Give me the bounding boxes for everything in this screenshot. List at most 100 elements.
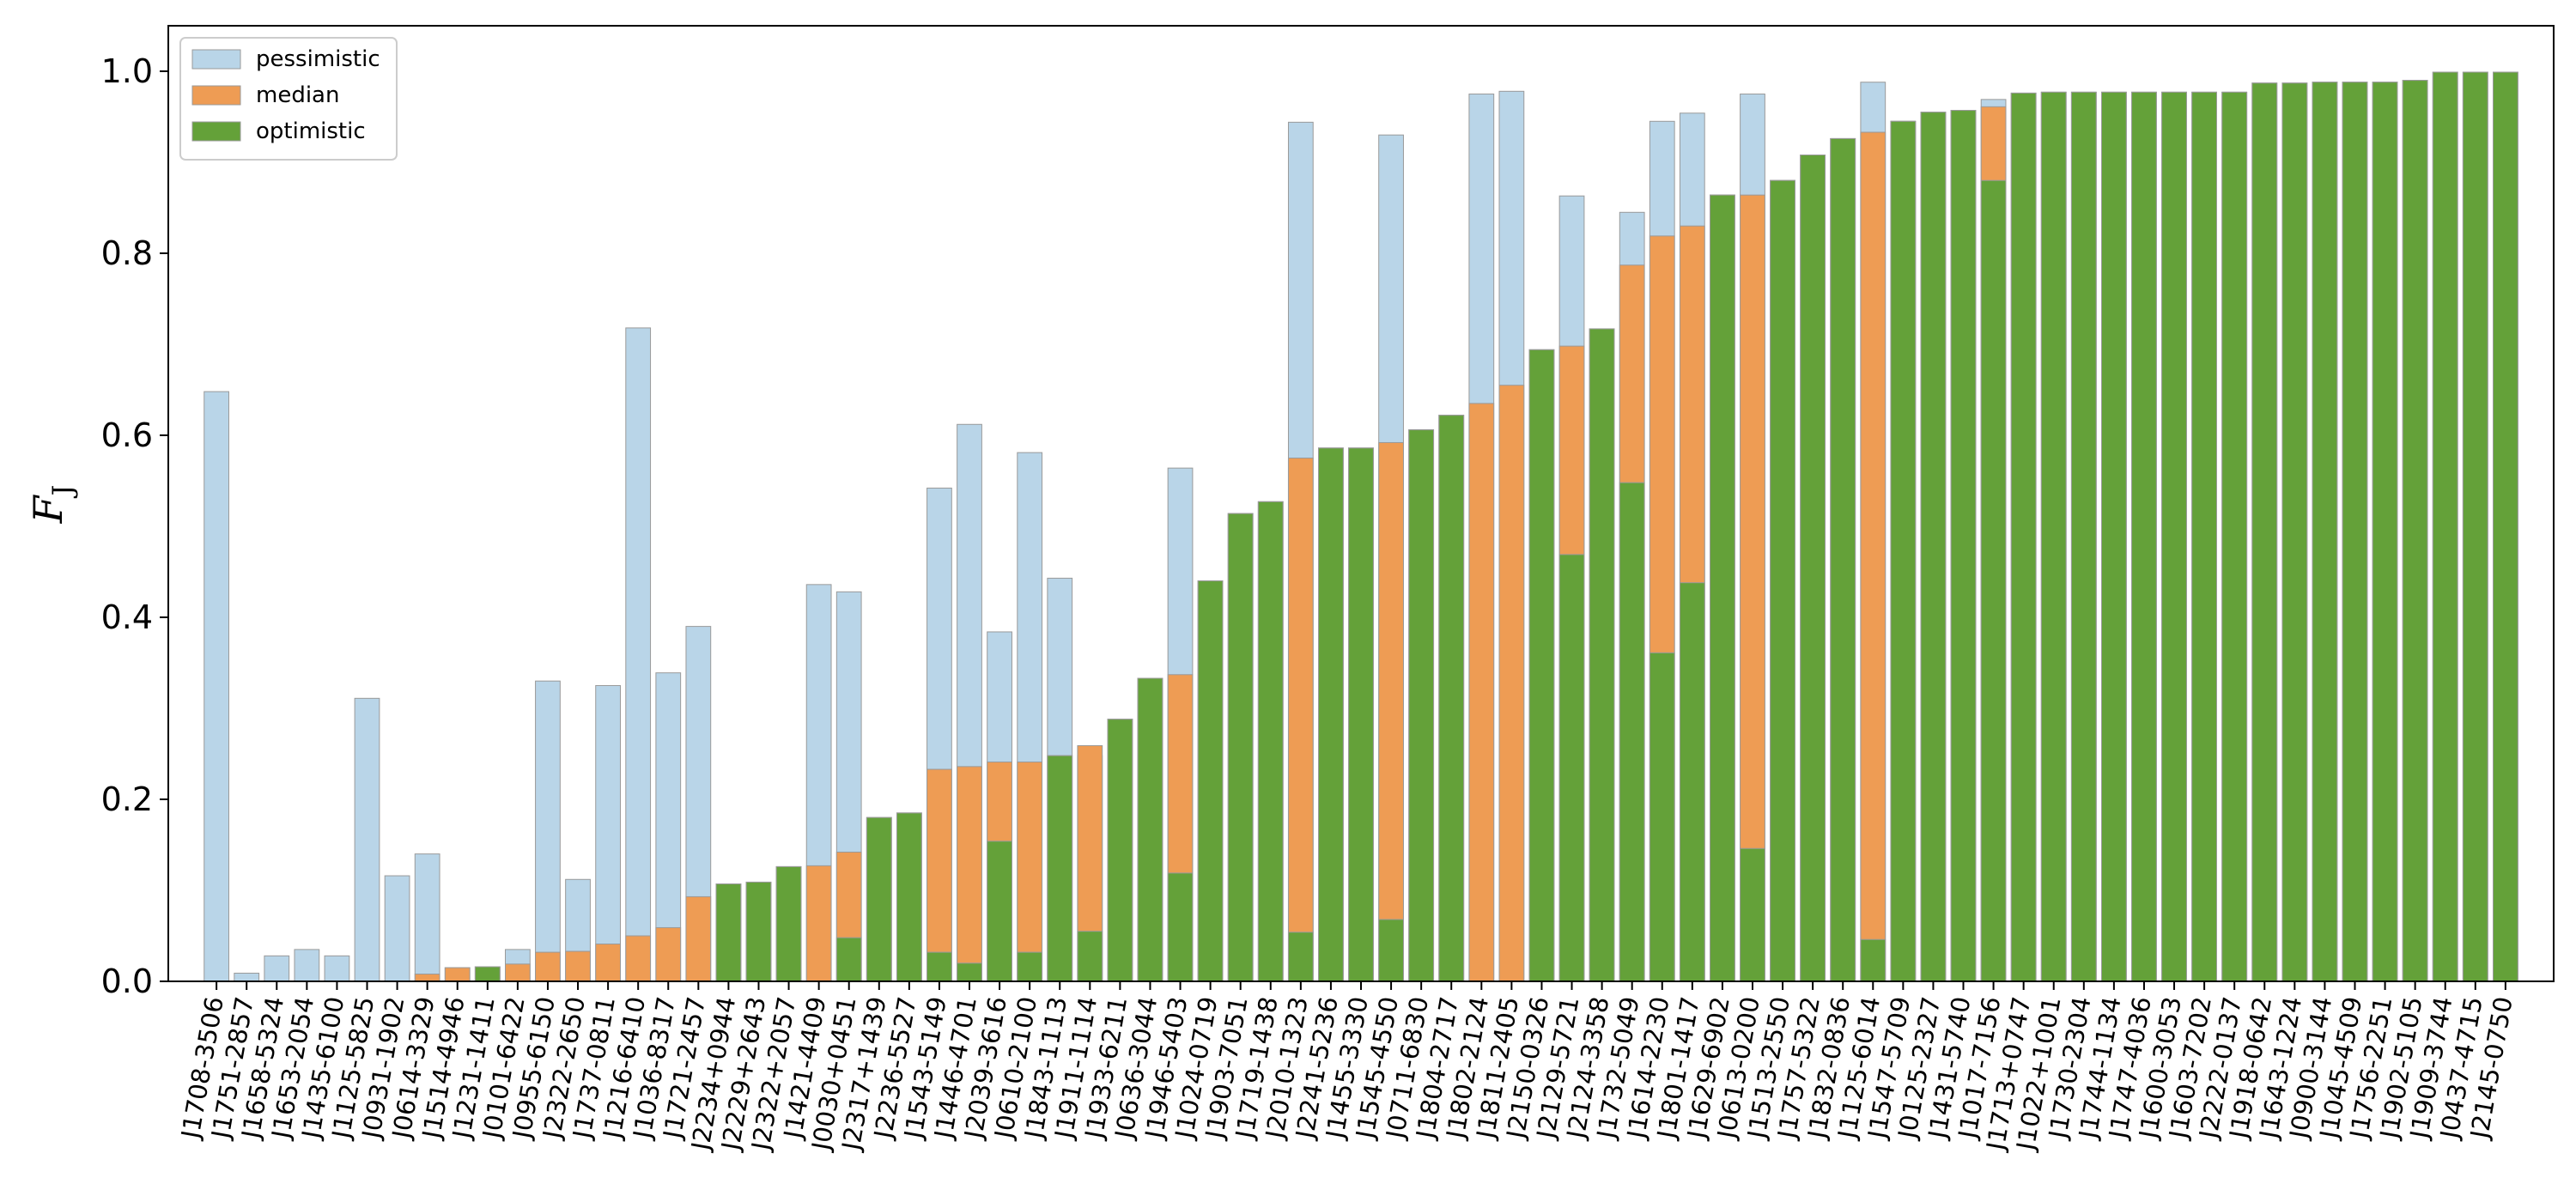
bar-pessimistic-J0955-6150 (535, 680, 561, 982)
bar-optimistic-J2039-3616 (987, 841, 1012, 982)
bar-median-J1721-2457 (685, 895, 712, 982)
bar-optimistic-J1719-1438 (1257, 501, 1284, 982)
bar-optimistic-J1446-4701 (957, 962, 982, 982)
legend-swatch-median (191, 85, 241, 106)
bar-optimistic-J1455-3330 (1348, 447, 1374, 982)
y-axis: 0.0 0.2 0.4 0.6 0.8 1.0 (101, 52, 168, 1000)
bar-pessimistic-J1125-5825 (354, 697, 380, 982)
bar-optimistic-J1629-6902 (1710, 194, 1735, 982)
bar-optimistic-J1757-5322 (1800, 155, 1826, 982)
bar-pessimistic-J1708-3506 (204, 391, 230, 982)
bar-optimistic-J2322+2057 (775, 865, 802, 982)
bar-optimistic-J1747-4036 (2131, 91, 2157, 982)
bar-pessimistic-J1435-6100 (324, 955, 350, 982)
legend-label-median: median (256, 82, 339, 108)
bars-layer (204, 71, 2518, 982)
bar-optimistic-J1756-2251 (2372, 82, 2398, 982)
bar-median-J1216-6410 (625, 935, 652, 982)
bar-median-J1737-0811 (595, 944, 621, 982)
bar-optimistic-J1801-1417 (1679, 582, 1705, 982)
bar-optimistic-J1547-5709 (1890, 120, 1917, 982)
bar-optimistic-J0125-2327 (1920, 112, 1947, 982)
bar-median-J1036-8317 (655, 926, 682, 982)
bar-optimistic-J1543-5149 (927, 951, 952, 982)
bar-pessimistic-J1216-6410 (625, 327, 652, 982)
bar-optimistic-J1730-2304 (2070, 91, 2097, 982)
bar-optimistic-J0636-3044 (1137, 677, 1163, 982)
legend-swatch-optimistic (191, 121, 241, 142)
bar-median-J1543-5149 (927, 768, 952, 982)
bar-optimistic-J0613-0200 (1740, 847, 1765, 982)
bar-median-J2010-1323 (1287, 458, 1314, 982)
bar-optimistic-J1933-6211 (1107, 719, 1133, 982)
legend-swatch-pessimistic (191, 49, 241, 70)
bar-optimistic-J1911-1114 (1077, 931, 1103, 982)
bar-optimistic-J1614-2230 (1649, 652, 1675, 982)
y-tick-label: 0.6 (101, 416, 153, 454)
y-tick-label: 1.0 (101, 52, 153, 90)
bar-optimistic-J2129-5721 (1558, 554, 1585, 982)
bar-optimistic-J1744-1134 (2101, 91, 2127, 982)
bar-median-J1125-6014 (1860, 131, 1886, 982)
bar-optimistic-J2236-5527 (896, 812, 922, 982)
bar-optimistic-J1017-7156 (1980, 179, 2007, 982)
bar-median-J1545-4550 (1378, 441, 1404, 982)
bar-median-J0614-3329 (414, 974, 440, 982)
bar-optimistic-J2010-1323 (1287, 932, 1314, 982)
bar-pessimistic-J1653-2054 (294, 949, 320, 982)
bar-optimistic-J1603-7202 (2191, 91, 2217, 982)
y-axis-label: FJ (25, 485, 79, 525)
bar-optimistic-J2317+1439 (866, 817, 892, 982)
bar-optimistic-J0437-4715 (2462, 71, 2488, 982)
bar-optimistic-J1022+1001 (2040, 91, 2067, 982)
legend-label-pessimistic: pessimistic (256, 46, 380, 72)
bar-median-J2322-2650 (565, 950, 591, 982)
bar-optimistic-J2241-5236 (1318, 447, 1344, 982)
bar-optimistic-J1024-0719 (1197, 580, 1224, 982)
bar-optimistic-J1843-1113 (1047, 755, 1073, 982)
bar-median-J0610-2100 (1017, 762, 1043, 982)
bar-pessimistic-J0614-3329 (414, 853, 440, 982)
bar-optimistic-J1045-4509 (2342, 82, 2368, 982)
bar-optimistic-J1231-1411 (474, 966, 501, 982)
y-axis-label-main: F (25, 494, 71, 524)
bar-optimistic-J2229+2643 (745, 881, 772, 982)
bar-optimistic-J0900-3144 (2312, 82, 2338, 982)
bar-optimistic-J2222-0137 (2221, 91, 2248, 982)
bar-optimistic-J1946-5403 (1167, 872, 1194, 982)
bar-optimistic-J1125-6014 (1860, 938, 1886, 982)
bar-optimistic-J2234+0944 (715, 883, 742, 982)
y-tick-label: 0.0 (101, 962, 153, 1000)
bar-median-J0955-6150 (535, 951, 561, 982)
bar-optimistic-J1600-3053 (2161, 91, 2187, 982)
bar-optimistic-J1713+0747 (2010, 92, 2037, 982)
bar-optimistic-J1903-7051 (1227, 513, 1254, 982)
bar-median-J1421-4409 (805, 865, 832, 982)
bar-optimistic-J0610-2100 (1017, 951, 1043, 982)
bar-pessimistic-J0931-1902 (384, 875, 410, 982)
bar-optimistic-J1513-2550 (1770, 179, 1795, 982)
bar-optimistic-J0030+0451 (835, 937, 862, 982)
bar-optimistic-J1431-5740 (1950, 110, 1977, 982)
bar-optimistic-J1832-0836 (1830, 137, 1856, 982)
x-axis: J1708-3506J1751-2857J1658-5324J1653-2054… (175, 981, 2518, 1154)
bar-median-J1811-2405 (1498, 385, 1525, 982)
y-tick-label: 0.4 (101, 598, 153, 636)
legend: pessimistic median optimistic (179, 37, 398, 161)
bar-optimistic-J1918-0642 (2251, 82, 2278, 982)
legend-label-optimistic: optimistic (256, 118, 366, 144)
bar-optimistic-J1732-5049 (1619, 482, 1645, 982)
bar-pessimistic-J1658-5324 (264, 955, 290, 982)
bar-optimistic-J2150-0326 (1528, 349, 1555, 982)
bar-optimistic-J1643-1224 (2281, 82, 2308, 982)
bar-median-J0101-6422 (505, 963, 531, 982)
bar-pessimistic-J1737-0811 (595, 685, 621, 982)
bar-optimistic-J1804-2717 (1438, 415, 1465, 982)
bar-optimistic-J1902-5105 (2402, 80, 2428, 982)
bar-median-J1802-2124 (1468, 403, 1495, 982)
y-tick-label: 0.2 (101, 780, 153, 818)
bar-optimistic-J2145-0750 (2493, 71, 2518, 982)
bar-optimistic-J2124-3358 (1589, 328, 1615, 982)
bar-optimistic-J1909-3744 (2432, 71, 2458, 982)
